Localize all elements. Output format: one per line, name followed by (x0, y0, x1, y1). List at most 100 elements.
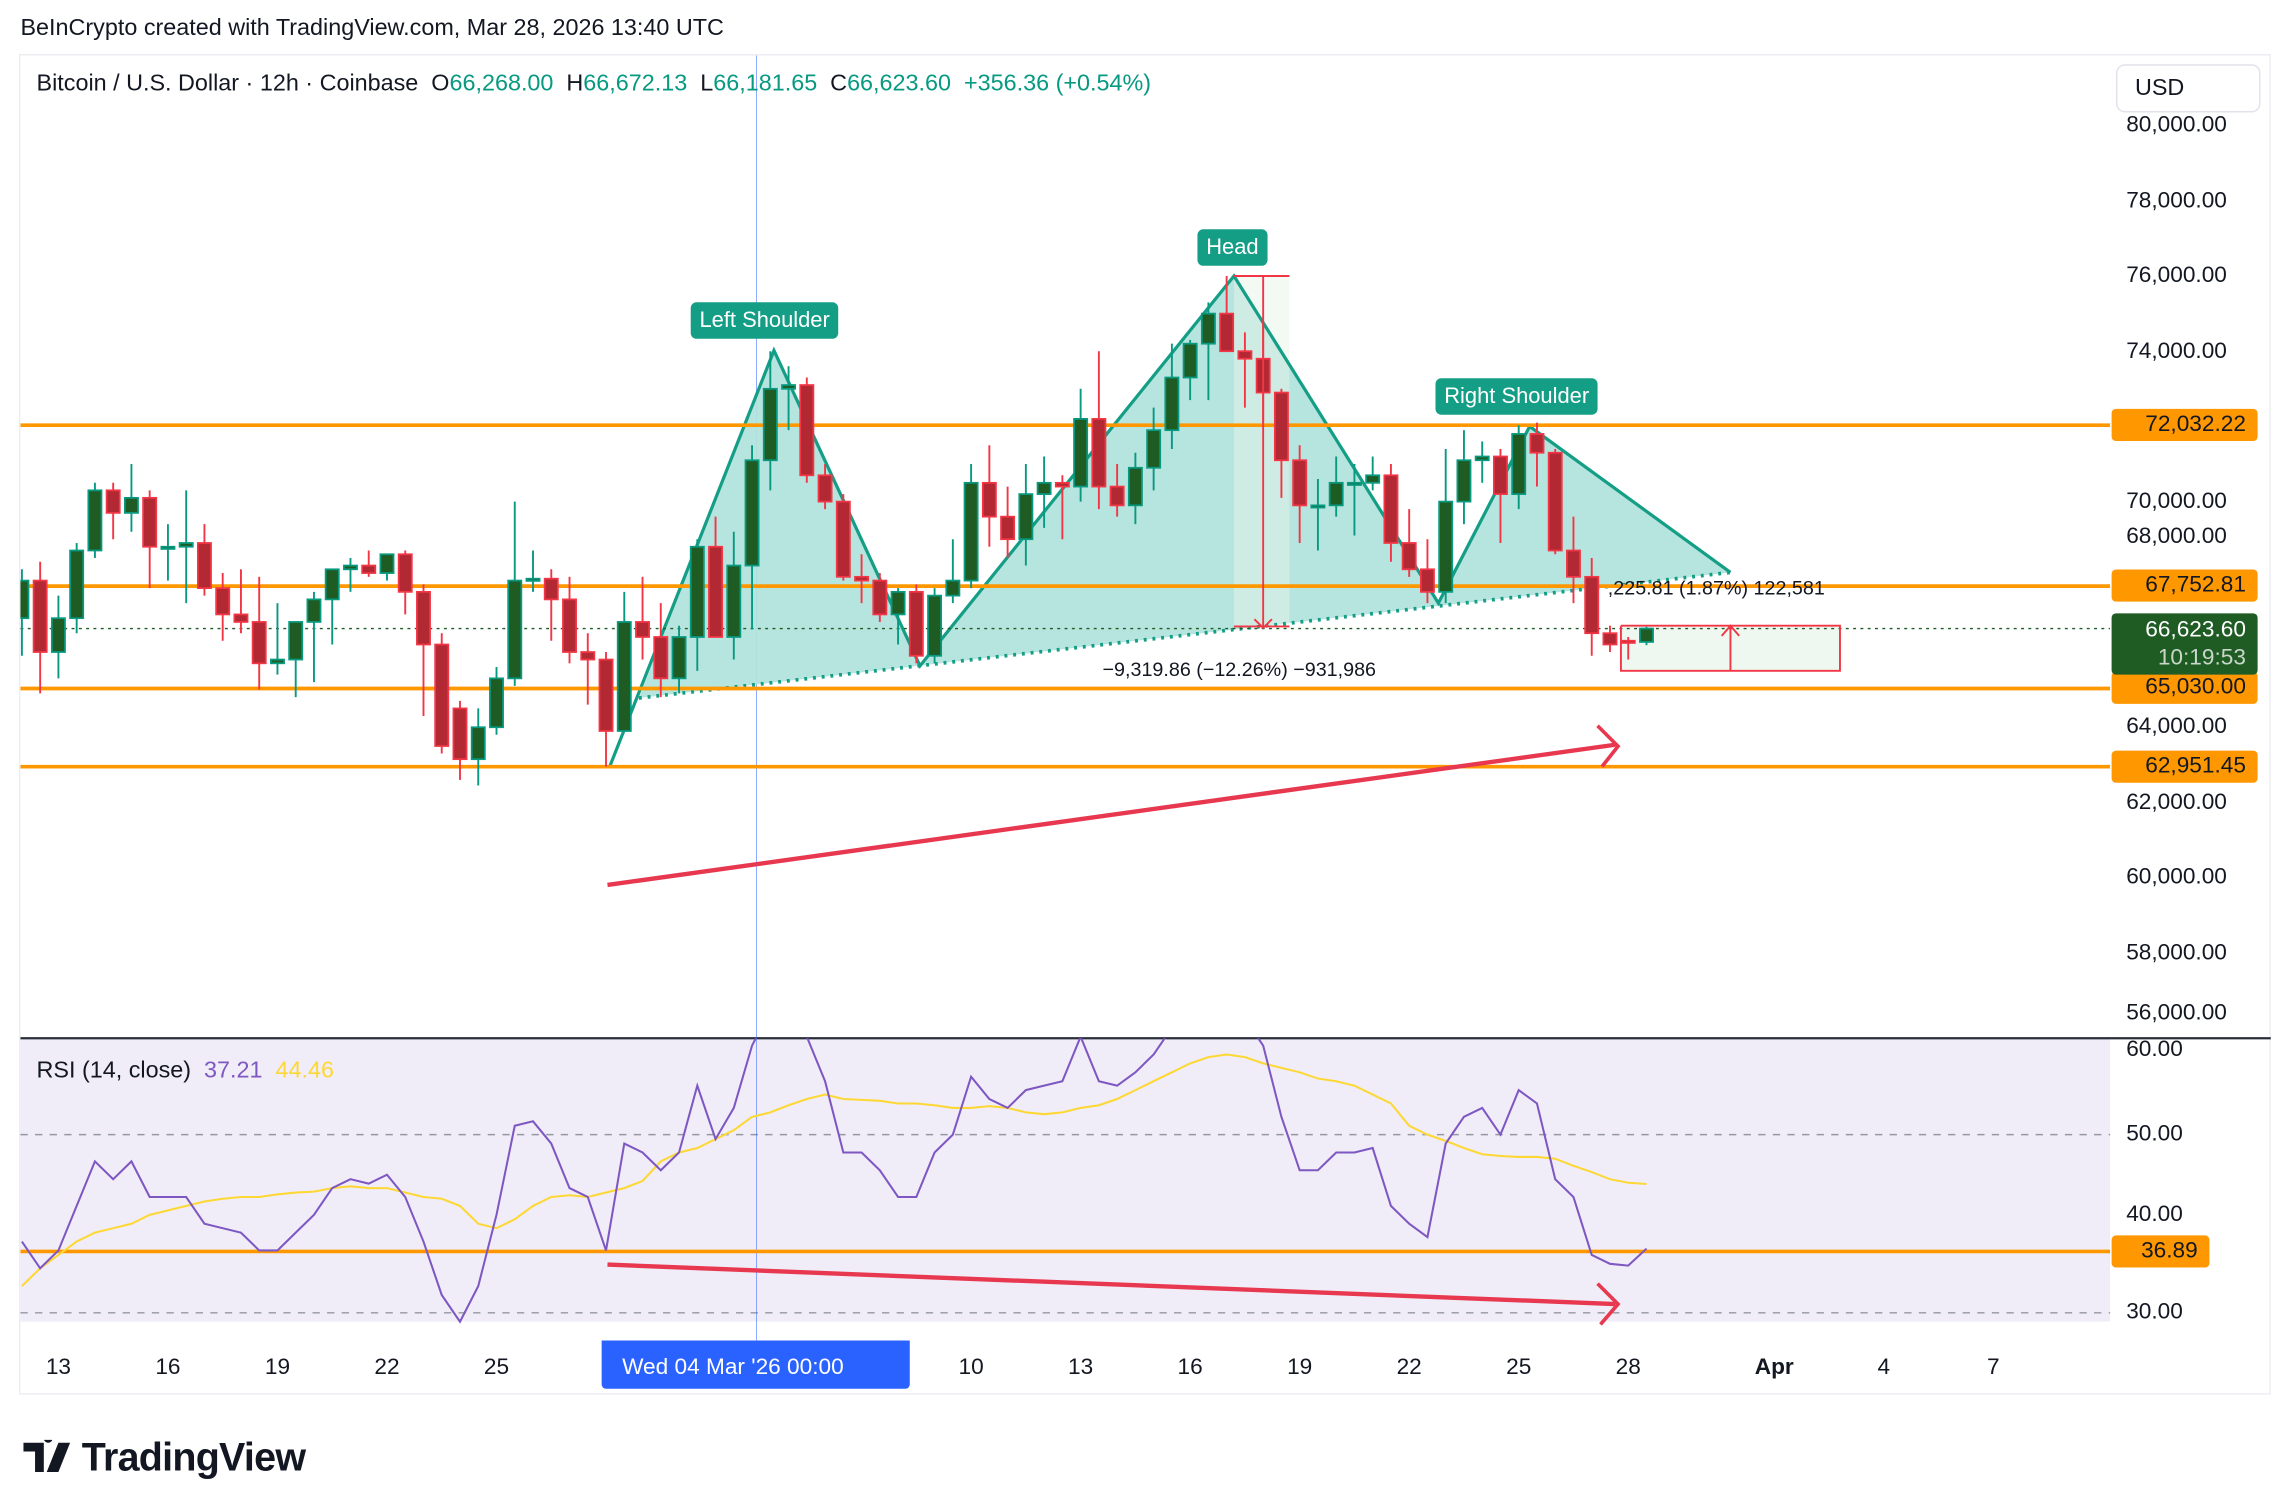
candle[interactable] (416, 584, 431, 716)
candle[interactable] (1493, 448, 1508, 543)
candle-body (178, 542, 194, 548)
candle[interactable] (635, 576, 650, 660)
candle[interactable] (1146, 407, 1162, 491)
candle[interactable] (324, 568, 340, 645)
candle[interactable] (981, 445, 997, 547)
candle[interactable] (1036, 456, 1052, 528)
candle[interactable] (799, 377, 815, 483)
candle[interactable] (1474, 441, 1490, 483)
candle[interactable] (671, 625, 687, 694)
candle[interactable] (653, 603, 669, 698)
candle[interactable] (87, 482, 103, 559)
candle[interactable] (1054, 475, 1070, 540)
candle[interactable] (1383, 464, 1399, 562)
candle[interactable] (69, 542, 85, 634)
candle[interactable] (580, 633, 596, 705)
left-shoulder-label[interactable]: Left Shoulder (690, 302, 839, 339)
right-shoulder-label[interactable]: Right Shoulder (1435, 378, 1598, 415)
candle[interactable] (890, 588, 906, 645)
candle[interactable] (708, 516, 723, 638)
candle[interactable] (1529, 422, 1545, 487)
candle[interactable] (1200, 302, 1216, 401)
candle[interactable] (762, 351, 778, 491)
candle[interactable] (1292, 445, 1308, 543)
candle[interactable] (689, 539, 705, 671)
candle[interactable] (1547, 448, 1563, 555)
candle[interactable] (1566, 516, 1581, 604)
candle[interactable] (343, 558, 358, 592)
candle[interactable] (1639, 626, 1654, 646)
candle[interactable] (1237, 332, 1253, 408)
candle[interactable] (1018, 464, 1034, 566)
candle[interactable] (1511, 425, 1527, 510)
candle[interactable] (927, 588, 943, 664)
rsi-divergence-arrow[interactable] (607, 1262, 1616, 1307)
candle[interactable] (543, 569, 559, 641)
candle[interactable] (872, 573, 888, 622)
head-label[interactable]: Head (1197, 229, 1268, 266)
candle[interactable] (744, 445, 760, 630)
rsi-title[interactable]: RSI (14, close) (36, 1058, 192, 1084)
candle[interactable] (160, 524, 176, 581)
candle[interactable] (361, 550, 377, 577)
candle[interactable] (616, 591, 632, 732)
tradingview-logo[interactable]: TradingView (23, 1435, 306, 1480)
candle[interactable] (908, 584, 924, 664)
candle[interactable] (781, 366, 797, 431)
candle[interactable] (270, 603, 285, 675)
candle[interactable] (306, 591, 322, 683)
symbol-title[interactable]: Bitcoin / U.S. Dollar · 12h · Coinbase (36, 71, 419, 97)
candle[interactable] (452, 700, 468, 780)
candle[interactable] (1000, 486, 1016, 559)
candle[interactable] (1346, 464, 1362, 536)
candle[interactable] (854, 554, 870, 604)
candle[interactable] (50, 595, 66, 679)
candle[interactable] (963, 464, 979, 589)
candle[interactable] (1328, 456, 1344, 517)
candle[interactable] (215, 573, 231, 641)
candle[interactable] (470, 708, 486, 786)
candle[interactable] (233, 569, 249, 634)
candle[interactable] (945, 539, 961, 604)
candle[interactable] (105, 482, 121, 540)
candle[interactable] (562, 576, 577, 664)
candle[interactable] (1365, 456, 1381, 491)
candle[interactable] (1182, 339, 1198, 401)
candle[interactable] (1584, 558, 1600, 656)
candle[interactable] (1273, 388, 1289, 498)
candle[interactable] (835, 494, 851, 581)
candle[interactable] (397, 550, 413, 615)
candle[interactable] (817, 464, 833, 510)
candle[interactable] (1127, 452, 1143, 525)
candle[interactable] (288, 621, 304, 698)
candle[interactable] (726, 531, 742, 660)
candle[interactable] (489, 667, 504, 735)
candle[interactable] (1164, 343, 1180, 449)
price-trend-arrow[interactable] (607, 742, 1616, 888)
currency-button[interactable]: USD (2115, 64, 2261, 113)
candle[interactable] (196, 524, 212, 596)
candle[interactable] (1456, 430, 1472, 525)
candle[interactable] (598, 652, 614, 767)
candle[interactable] (1310, 479, 1326, 551)
candle[interactable] (1401, 509, 1417, 577)
candle[interactable] (251, 576, 267, 690)
candle[interactable] (1419, 539, 1435, 604)
candle[interactable] (525, 550, 541, 592)
candle[interactable] (434, 633, 450, 754)
candle[interactable] (1109, 464, 1125, 517)
candle[interactable] (1073, 388, 1089, 502)
candle[interactable] (507, 501, 523, 686)
candle-body (1054, 481, 1070, 488)
candle[interactable] (1219, 275, 1235, 353)
candle[interactable] (123, 464, 139, 532)
candle[interactable] (15, 569, 30, 656)
candle[interactable] (142, 490, 158, 589)
candle[interactable] (379, 553, 395, 581)
candle[interactable] (32, 561, 48, 694)
candle[interactable] (1602, 625, 1618, 653)
candle[interactable] (1091, 351, 1107, 510)
candle[interactable] (1438, 448, 1454, 604)
candle[interactable] (178, 490, 194, 604)
